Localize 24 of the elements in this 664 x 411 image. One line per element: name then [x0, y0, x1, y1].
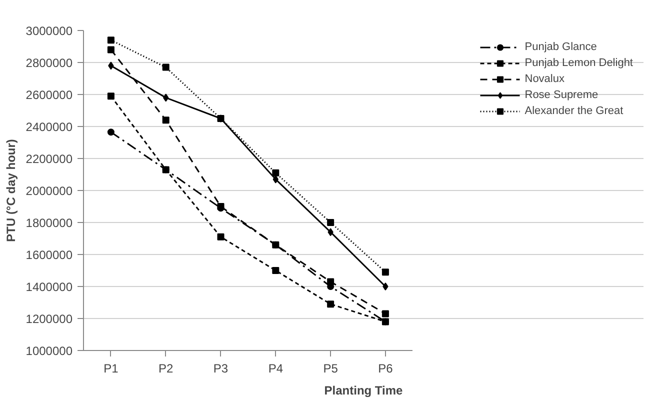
legend-label: Punjab Lemon Delight — [524, 56, 633, 70]
x-axis-title: Planting Time — [324, 384, 404, 398]
legend-label: Punjab Glance — [524, 40, 597, 54]
x-tick-label: P4 — [268, 362, 284, 376]
y-tick-label: 3000000 — [26, 24, 73, 38]
x-tick-label: P5 — [323, 362, 338, 376]
x-tick-label: P2 — [158, 362, 174, 376]
y-tick-label: 2800000 — [26, 56, 73, 70]
x-tick-label: P6 — [378, 362, 394, 376]
x-tick-label: P3 — [213, 362, 228, 376]
legend-label: Alexander the Great — [524, 104, 624, 118]
legend-label: Novalux — [524, 72, 564, 86]
y-tick-label: 1800000 — [26, 216, 73, 230]
y-tick-label: 2600000 — [26, 88, 73, 102]
y-tick-label: 2000000 — [26, 184, 73, 198]
legend-label: Rose Supreme — [524, 88, 598, 102]
y-tick-label: 2200000 — [26, 152, 73, 166]
y-tick-label: 1400000 — [26, 280, 73, 294]
y-tick-label: 1600000 — [26, 248, 73, 262]
y-axis-title: PTU (°C day hour) — [4, 139, 18, 242]
y-tick-label: 1200000 — [26, 312, 73, 326]
x-tick-label: P1 — [104, 362, 119, 376]
y-tick-label: 1000000 — [26, 344, 73, 358]
y-tick-label: 2400000 — [26, 120, 73, 134]
